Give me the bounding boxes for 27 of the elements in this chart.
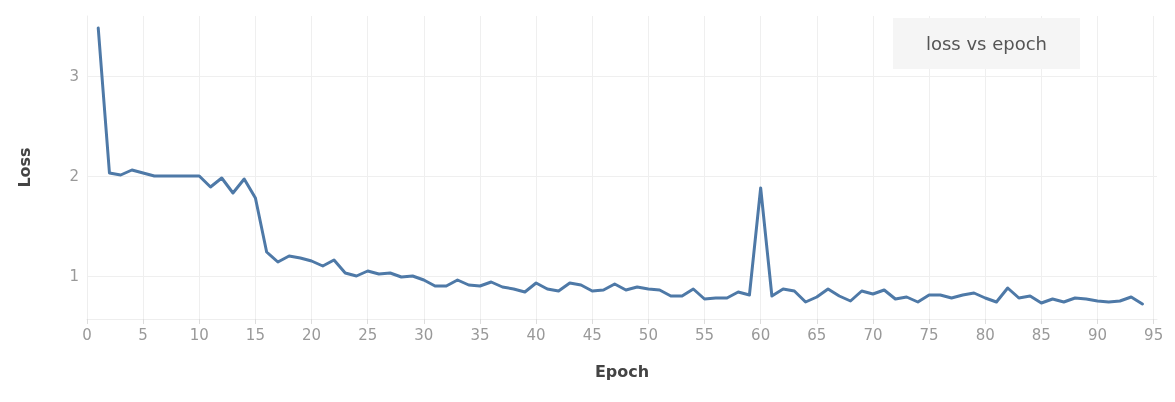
x-tick-label: 50 [638, 325, 658, 344]
x-axis-title: Epoch [594, 361, 650, 381]
line-series [96, 26, 1144, 306]
x-tick-label: 80 [975, 325, 995, 344]
x-tick-label: 35 [470, 325, 490, 344]
y-tick-label: 1 [69, 267, 79, 285]
y-axis-title: Loss [14, 147, 34, 188]
x-tick-label: 5 [138, 325, 148, 344]
x-tick-label: 85 [1031, 325, 1051, 344]
title-panel: loss vs epoch [892, 18, 1080, 69]
x-tick-label: 20 [302, 325, 322, 344]
x-tick-label: 40 [526, 325, 546, 344]
x-tick-label: 95 [1144, 325, 1164, 344]
x-tick-label: 15 [245, 325, 265, 344]
x-tick-label: 25 [358, 325, 378, 344]
x-tick-label: 65 [807, 325, 827, 344]
x-tick-label: 0 [82, 325, 92, 344]
x-tick-label: 60 [751, 325, 771, 344]
x-tick-label: 55 [694, 325, 715, 344]
x-tick-label: 75 [919, 325, 939, 344]
y-tick-label: 3 [69, 67, 79, 85]
x-tick-label: 70 [863, 325, 883, 344]
x-tick-label: 30 [414, 325, 434, 344]
x-tick-label: 90 [1087, 325, 1108, 344]
x-tick-label: 45 [582, 325, 602, 344]
x-tick-label: 10 [189, 325, 209, 344]
y-tick-label: 2 [69, 167, 79, 185]
